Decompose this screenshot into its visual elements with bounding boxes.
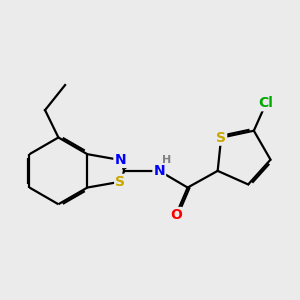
Text: H: H — [162, 155, 171, 165]
Text: S: S — [216, 131, 226, 145]
Text: O: O — [170, 208, 182, 222]
Text: Cl: Cl — [259, 96, 274, 110]
Text: N: N — [153, 164, 165, 178]
Text: S: S — [115, 175, 125, 189]
Text: N: N — [114, 153, 126, 167]
